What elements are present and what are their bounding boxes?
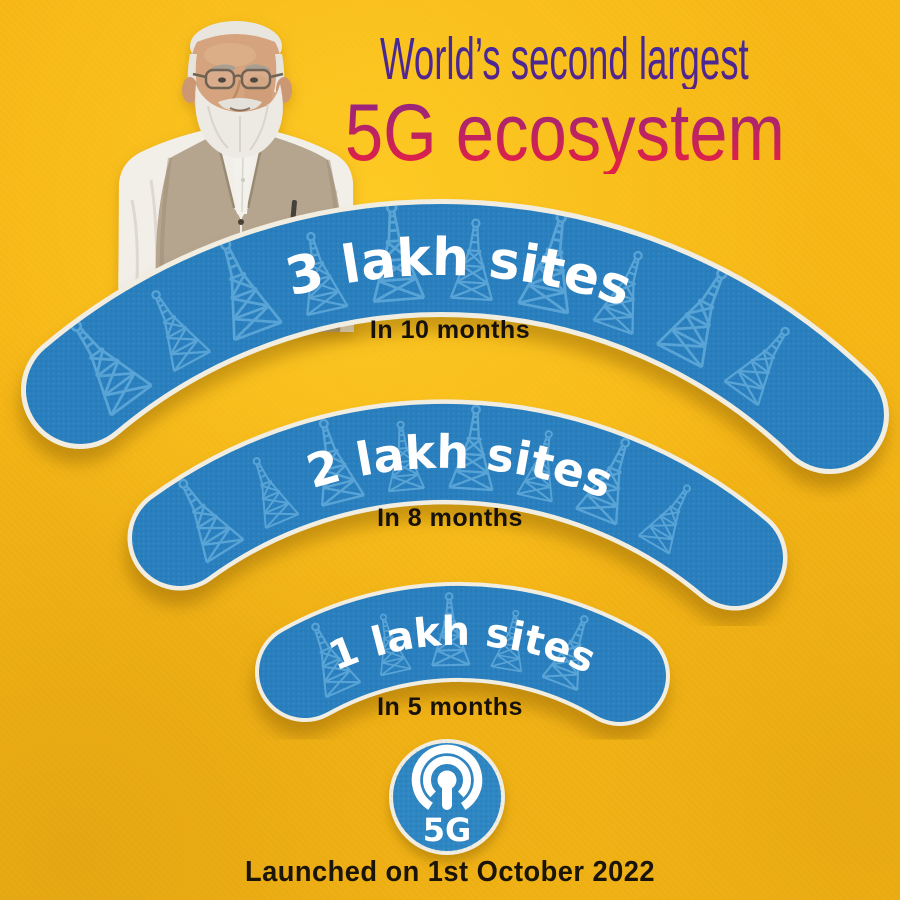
mustache xyxy=(218,98,262,111)
5g-broadcast-icon xyxy=(411,744,483,816)
5g-badge: 5G xyxy=(389,739,505,855)
glasses xyxy=(192,68,284,90)
signal-arc-3-lakh: 3 lakh sites xyxy=(53,201,830,415)
signal-arc-2-lakh: 2 lakh sites xyxy=(163,405,735,563)
badge-label: 5G xyxy=(423,811,472,849)
signal-arc-1-lakh: 1 lakh sites xyxy=(297,593,620,698)
